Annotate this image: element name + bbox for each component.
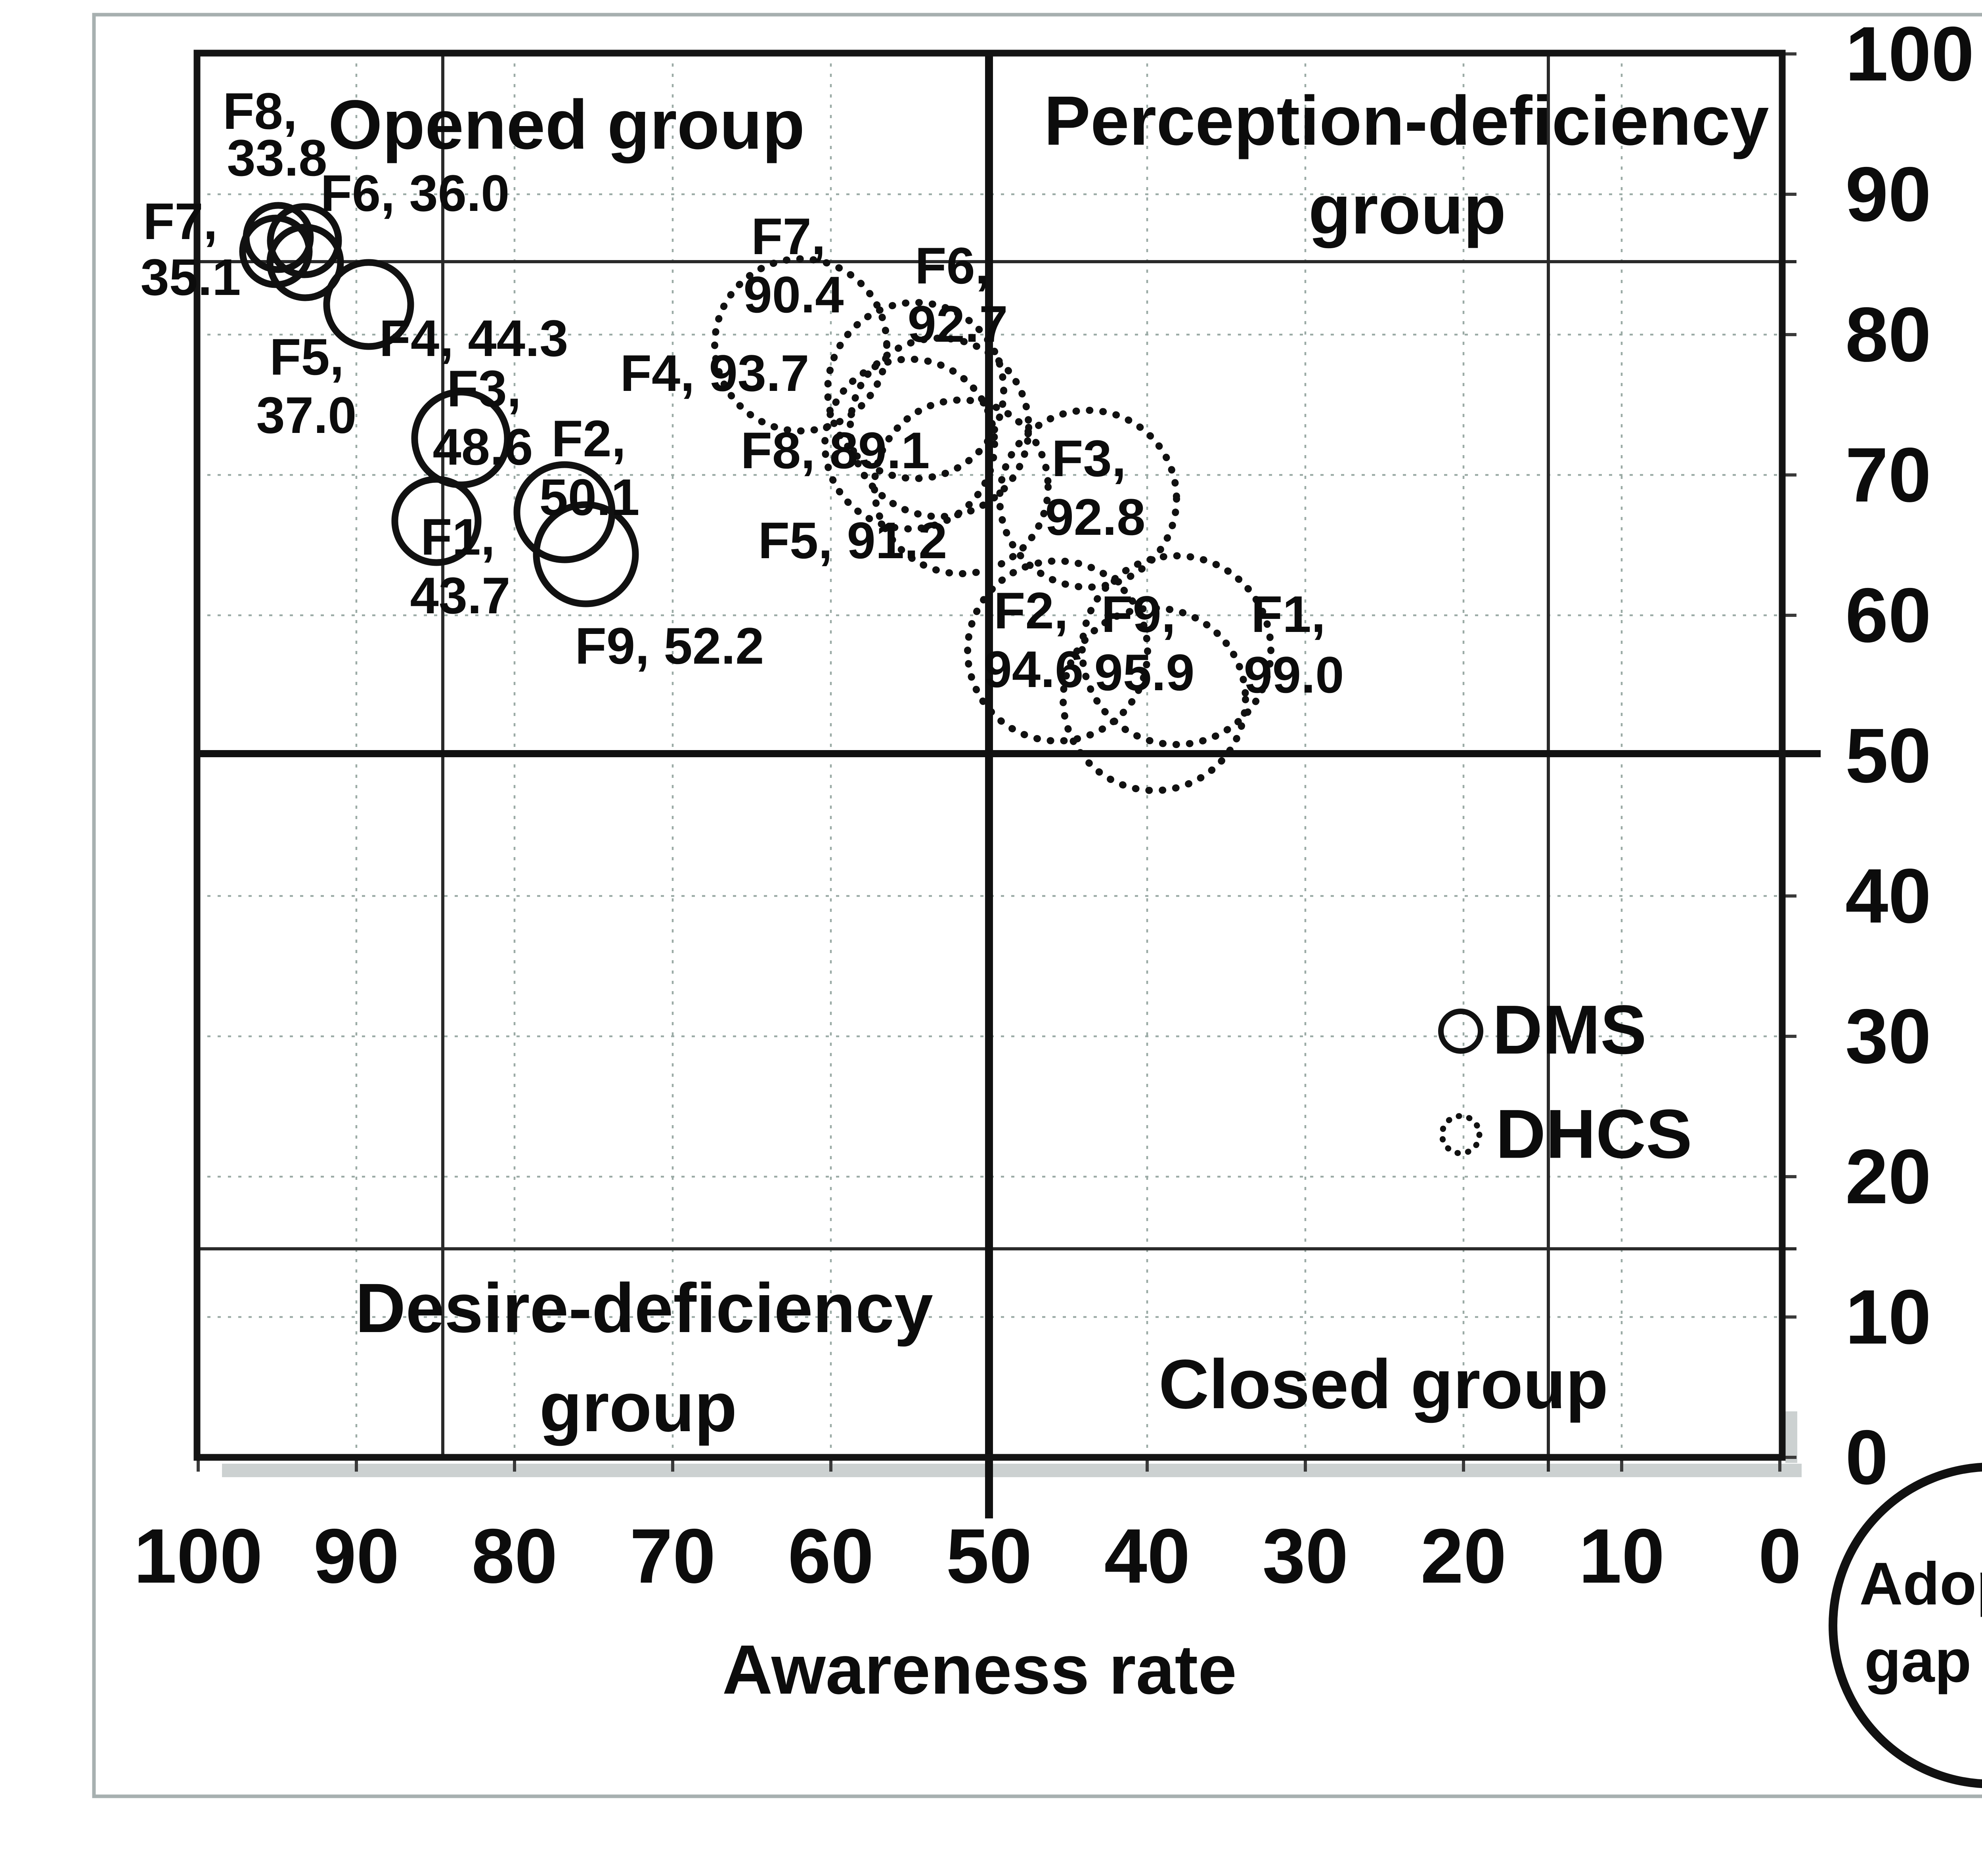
svg-text:F2,: F2, — [551, 410, 626, 467]
svg-text:20: 20 — [1421, 1513, 1507, 1599]
svg-text:F6,: F6, — [915, 237, 989, 295]
svg-text:100: 100 — [134, 1513, 262, 1599]
svg-text:92.8: 92.8 — [1045, 488, 1145, 546]
svg-text:20: 20 — [1845, 1133, 1931, 1220]
svg-text:80: 80 — [1845, 291, 1931, 378]
svg-text:80: 80 — [472, 1513, 558, 1599]
svg-text:50: 50 — [946, 1513, 1032, 1599]
svg-text:Opened group: Opened group — [328, 86, 805, 164]
svg-text:F9, 52.2: F9, 52.2 — [575, 617, 764, 675]
svg-text:43.7: 43.7 — [410, 567, 510, 624]
svg-text:F8, 89.1: F8, 89.1 — [741, 421, 930, 479]
svg-text:90: 90 — [1845, 151, 1931, 237]
svg-text:33.8: 33.8 — [227, 129, 327, 187]
svg-text:F7,: F7, — [143, 192, 218, 250]
svg-text:F3,: F3, — [1052, 429, 1126, 487]
svg-text:Perception-deficiency: Perception-deficiency — [1044, 82, 1769, 160]
svg-text:48.6: 48.6 — [432, 418, 533, 476]
svg-text:F5, 91.2: F5, 91.2 — [758, 511, 947, 569]
svg-text:94.6: 94.6 — [983, 640, 1083, 698]
svg-text:Closed group: Closed group — [1159, 1346, 1608, 1423]
svg-text:40: 40 — [1845, 853, 1931, 939]
svg-text:50: 50 — [1845, 712, 1931, 799]
svg-text:60: 60 — [1845, 572, 1931, 659]
svg-text:40: 40 — [1104, 1513, 1190, 1599]
svg-text:DMS: DMS — [1492, 992, 1647, 1069]
svg-text:F8,: F8, — [223, 82, 297, 140]
svg-text:90.4: 90.4 — [743, 266, 844, 324]
svg-text:30: 30 — [1845, 993, 1931, 1080]
svg-text:DHCS: DHCS — [1496, 1096, 1692, 1173]
svg-text:50.1: 50.1 — [539, 468, 639, 526]
svg-text:group: group — [540, 1369, 737, 1446]
svg-text:Adoption: Adoption — [1860, 1550, 1982, 1618]
svg-text:70: 70 — [630, 1513, 716, 1599]
svg-text:70: 70 — [1845, 432, 1931, 518]
svg-text:F1,: F1, — [1251, 585, 1326, 643]
svg-text:10: 10 — [1579, 1513, 1665, 1599]
svg-text:F5,: F5, — [270, 328, 344, 386]
svg-text:F4, 44.3: F4, 44.3 — [379, 309, 568, 367]
svg-text:gap ratio: gap ratio — [1864, 1627, 1982, 1695]
svg-text:30: 30 — [1263, 1513, 1349, 1599]
svg-text:90: 90 — [314, 1513, 400, 1599]
svg-text:10: 10 — [1845, 1274, 1931, 1360]
svg-text:F3,: F3, — [447, 360, 521, 417]
svg-text:60: 60 — [788, 1513, 874, 1599]
svg-text:0: 0 — [1758, 1513, 1801, 1599]
svg-text:F4, 93.7: F4, 93.7 — [620, 344, 809, 402]
svg-text:F6, 36.0: F6, 36.0 — [321, 164, 510, 222]
svg-text:100: 100 — [1845, 11, 1974, 97]
svg-text:F7,: F7, — [751, 207, 826, 265]
svg-text:F9,: F9, — [1101, 585, 1176, 643]
svg-text:Desire-deficiency: Desire-deficiency — [355, 1269, 933, 1347]
svg-text:F1,: F1, — [421, 508, 495, 566]
svg-text:F2,: F2, — [994, 582, 1068, 639]
svg-text:92.7: 92.7 — [907, 295, 1008, 353]
svg-text:group: group — [1309, 171, 1506, 249]
svg-text:99.0: 99.0 — [1244, 646, 1344, 704]
svg-text:35.1: 35.1 — [140, 248, 241, 306]
svg-text:37.0: 37.0 — [256, 386, 356, 444]
svg-text:95.9: 95.9 — [1094, 643, 1194, 701]
svg-text:0: 0 — [1845, 1414, 1888, 1501]
svg-text:Awareness rate: Awareness rate — [722, 1631, 1237, 1709]
